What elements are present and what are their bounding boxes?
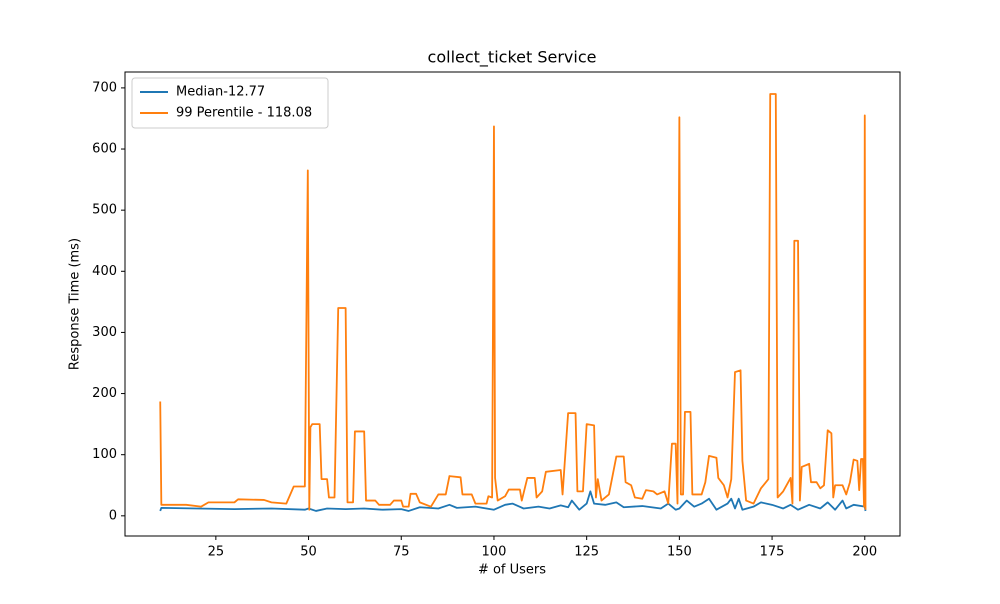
x-tick-label: 25	[208, 545, 225, 560]
series-line	[159, 93, 867, 511]
legend-box	[131, 77, 329, 129]
x-tick-label: 200	[852, 545, 877, 560]
y-tick-label: 300	[92, 325, 117, 340]
x-axis-label: # of Users	[478, 563, 546, 578]
y-axis-label: Response Time (ms)	[68, 238, 83, 370]
y-tick-label: 600	[92, 142, 117, 157]
legend-label: 99 Perentile - 118.08	[176, 106, 312, 121]
y-tick-label: 0	[109, 508, 117, 523]
x-tick-label: 175	[760, 545, 785, 560]
x-tick-label: 50	[300, 545, 317, 560]
series-line	[159, 490, 867, 512]
x-tick-label: 125	[574, 545, 599, 560]
x-tick-label: 75	[393, 545, 410, 560]
y-tick-label: 500	[92, 203, 117, 218]
y-tick-label: 200	[92, 386, 117, 401]
y-tick-label: 700	[92, 80, 117, 95]
y-tick-label: 100	[92, 447, 117, 462]
y-tick-label: 400	[92, 264, 117, 279]
x-tick-label: 150	[667, 545, 692, 560]
legend-label: Median-12.77	[176, 85, 265, 100]
axes-frame	[124, 71, 901, 537]
chart-title: collect_ticket Service	[428, 48, 597, 68]
plot-area	[159, 93, 867, 512]
x-tick-label: 100	[482, 545, 507, 560]
